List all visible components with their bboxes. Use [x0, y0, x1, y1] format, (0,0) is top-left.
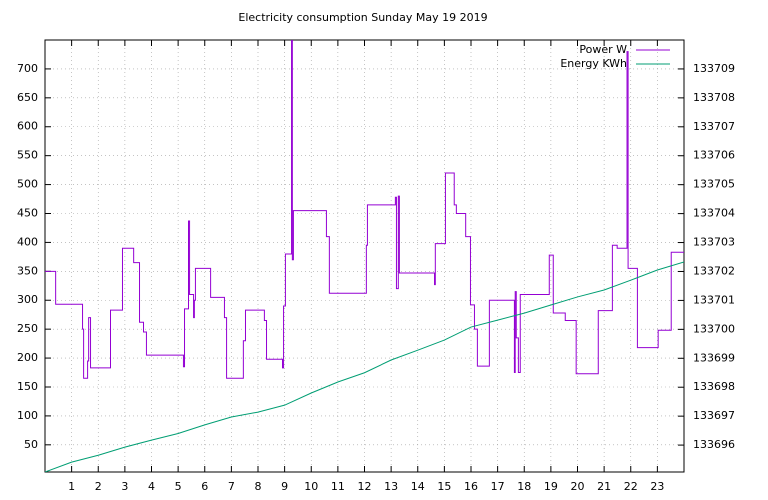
y2-tick-label: 133697: [693, 409, 735, 422]
x-tick-label: 5: [175, 480, 182, 493]
y-tick-label: 200: [17, 351, 38, 364]
y2-tick-label: 133701: [693, 293, 735, 306]
x-tick-label: 17: [491, 480, 505, 493]
y-tick-label: 150: [17, 380, 38, 393]
y2-tick-label: 133709: [693, 62, 735, 75]
y2-tick-label: 133706: [693, 149, 735, 162]
x-tick-label: 23: [650, 480, 664, 493]
x-tick-label: 4: [148, 480, 155, 493]
y-tick-label: 700: [17, 62, 38, 75]
y-tick-label: 300: [17, 293, 38, 306]
x-tick-label: 19: [544, 480, 558, 493]
y2-tick-label: 133700: [693, 322, 735, 335]
y-tick-label: 350: [17, 264, 38, 277]
x-tick-label: 15: [437, 480, 451, 493]
y-tick-label: 600: [17, 120, 38, 133]
x-tick-label: 14: [411, 480, 425, 493]
y2-tick-label: 133696: [693, 438, 735, 451]
y2-tick-label: 133702: [693, 264, 735, 277]
legend-label: Power W: [579, 43, 627, 56]
plot-frame: [44, 39, 685, 473]
y2-tick-label: 133705: [693, 178, 735, 191]
y2-tick-label: 133704: [693, 207, 735, 220]
x-tick-label: 16: [464, 480, 478, 493]
chart-title: Electricity consumption Sunday May 19 20…: [238, 11, 487, 24]
x-tick-label: 21: [597, 480, 611, 493]
y-tick-label: 500: [17, 178, 38, 191]
x-tick-label: 1: [68, 480, 75, 493]
y-tick-label: 550: [17, 149, 38, 162]
x-tick-label: 7: [228, 480, 235, 493]
x-tick-label: 9: [281, 480, 288, 493]
series-line: [45, 261, 684, 472]
x-tick-label: 3: [121, 480, 128, 493]
y2-tick-label: 133708: [693, 91, 735, 104]
y2-tick-label: 133703: [693, 236, 735, 249]
y-tick-label: 400: [17, 235, 38, 248]
x-tick-label: 13: [384, 480, 398, 493]
x-tick-label: 20: [571, 480, 585, 493]
x-tick-label: 6: [201, 480, 208, 493]
x-tick-label: 10: [304, 480, 318, 493]
y2-tick-label: 133707: [693, 120, 735, 133]
y2-tick-label: 133699: [693, 351, 735, 364]
y-tick-label: 450: [17, 206, 38, 219]
y-tick-label: 50: [24, 438, 38, 451]
x-tick-label: 2: [95, 480, 102, 493]
x-tick-label: 8: [255, 480, 262, 493]
legend-label: Energy KWh: [560, 57, 627, 70]
y2-tick-label: 133698: [693, 380, 735, 393]
x-tick-label: 12: [358, 480, 372, 493]
series-line: [45, 40, 684, 379]
x-tick-label: 11: [331, 480, 345, 493]
x-tick-label: 18: [517, 480, 531, 493]
y-tick-label: 100: [17, 409, 38, 422]
y-tick-label: 650: [17, 91, 38, 104]
x-tick-label: 22: [624, 480, 638, 493]
y-tick-label: 250: [17, 322, 38, 335]
